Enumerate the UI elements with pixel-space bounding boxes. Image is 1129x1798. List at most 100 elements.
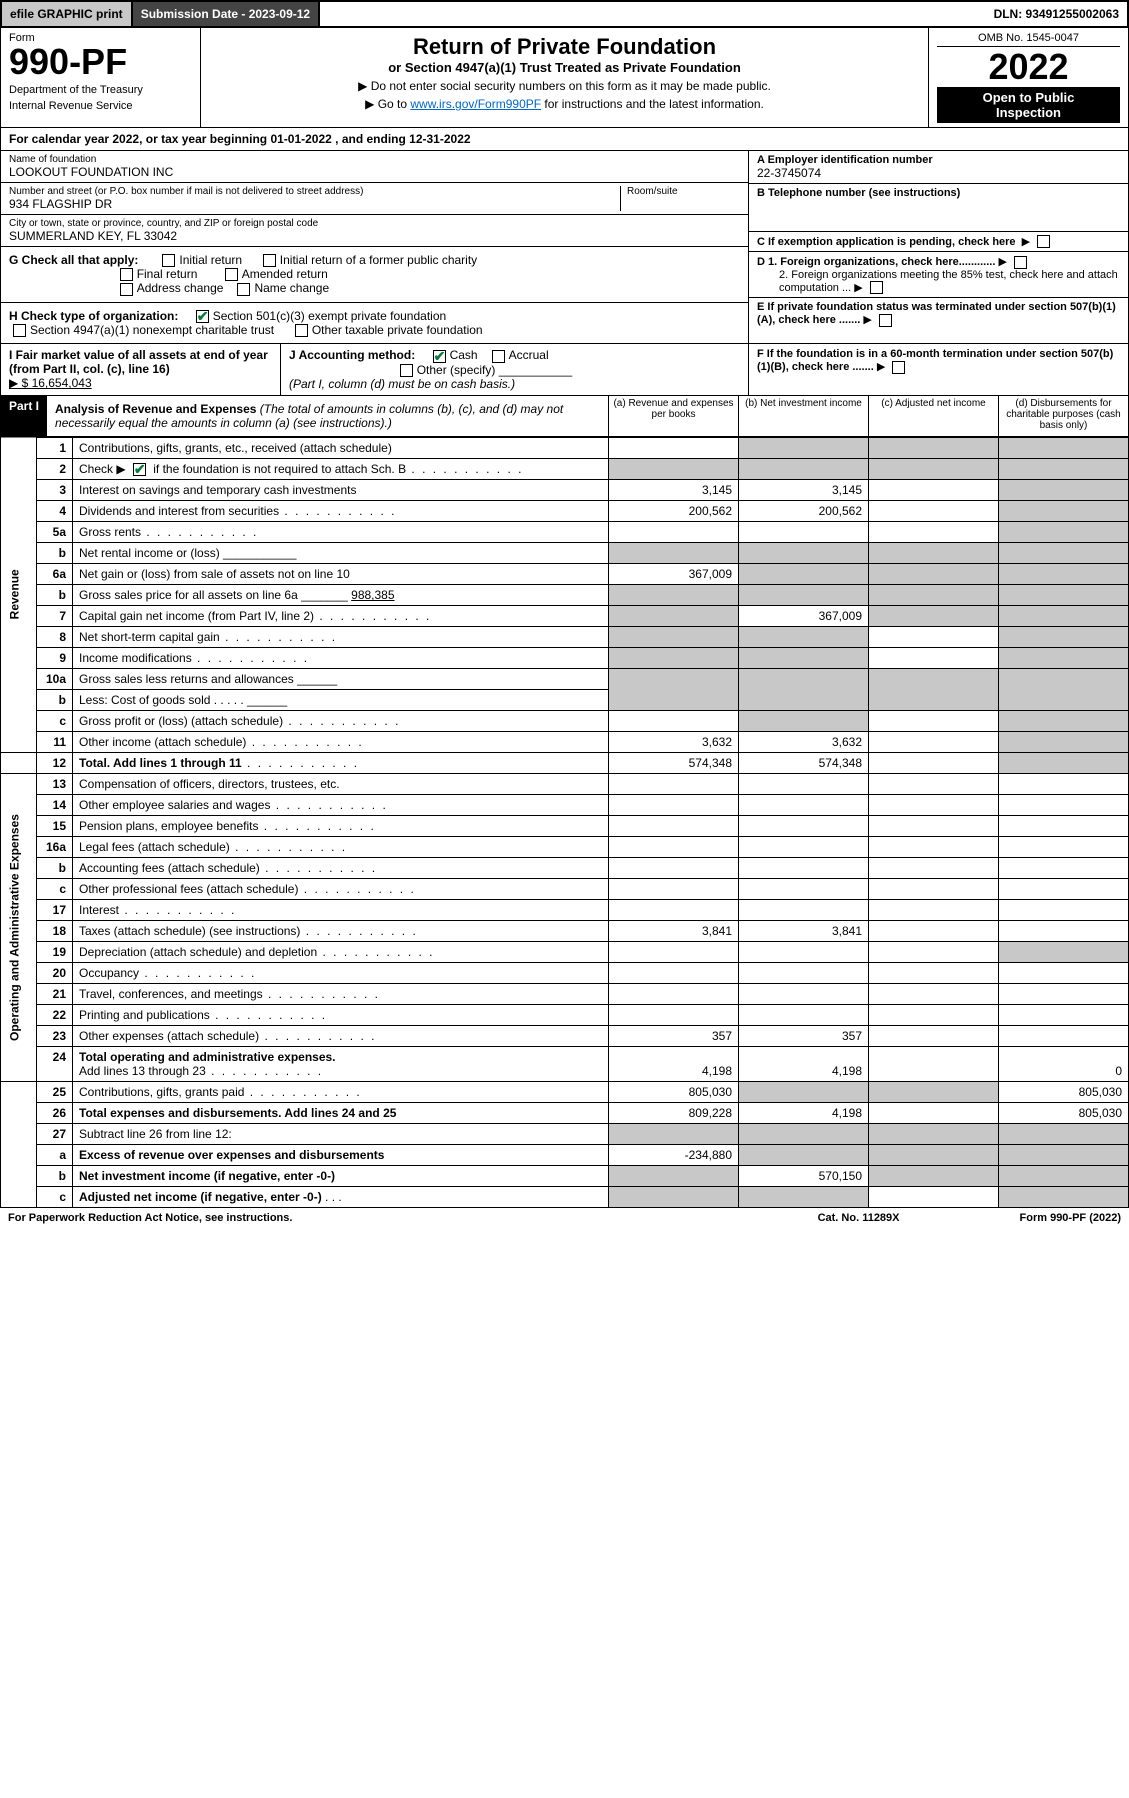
address-label: Number and street (or P.O. box number if… — [9, 186, 620, 197]
initial-former-checkbox[interactable] — [263, 254, 276, 267]
row-num: a — [37, 1145, 73, 1166]
r11-desc: Other income (attach schedule) — [79, 735, 246, 749]
row-num: 24 — [37, 1047, 73, 1082]
e-label: E If private foundation status was termi… — [757, 301, 1116, 326]
cell-c — [869, 942, 999, 963]
cell-b — [739, 627, 869, 648]
cell-c — [869, 458, 999, 479]
cell-d — [999, 458, 1129, 479]
name-change-checkbox[interactable] — [237, 283, 250, 296]
cell-b — [739, 543, 869, 564]
table-row: 9 Income modifications — [1, 648, 1129, 669]
cell-a — [609, 522, 739, 543]
cell-c — [869, 1124, 999, 1145]
cell-a — [609, 1005, 739, 1026]
final-return-checkbox[interactable] — [120, 268, 133, 281]
other-method-checkbox[interactable] — [400, 364, 413, 377]
opt-initial: Initial return — [179, 253, 242, 267]
e-checkbox[interactable] — [879, 314, 892, 327]
cell-d — [999, 606, 1129, 627]
row-num: 13 — [37, 774, 73, 795]
row-num: 1 — [37, 437, 73, 458]
row-num: 18 — [37, 921, 73, 942]
goto-note: ▶ Go to www.irs.gov/Form990PF for instru… — [209, 97, 920, 111]
row-desc: Travel, conferences, and meetings — [73, 984, 609, 1005]
row-desc: Adjusted net income (if negative, enter … — [73, 1187, 609, 1208]
cell-c — [869, 795, 999, 816]
cell-a: -234,880 — [609, 1145, 739, 1166]
cell-b — [739, 711, 869, 732]
d1-checkbox[interactable] — [1014, 256, 1027, 269]
cell-d — [999, 1166, 1129, 1187]
f-checkbox[interactable] — [892, 361, 905, 374]
cell-c — [869, 1187, 999, 1208]
cell-c — [869, 501, 999, 522]
row-num: b — [37, 1166, 73, 1187]
r6b-val: 988,385 — [351, 588, 394, 602]
table-row: 20 Occupancy — [1, 963, 1129, 984]
cell-a — [609, 963, 739, 984]
row-num: c — [37, 711, 73, 732]
cell-b — [739, 879, 869, 900]
cell-b — [739, 1187, 869, 1208]
h-check-row: H Check type of organization: Section 50… — [1, 303, 748, 344]
table-row: a Excess of revenue over expenses and di… — [1, 1145, 1129, 1166]
row-desc: Gross sales price for all assets on line… — [73, 585, 609, 606]
cell-a: 200,562 — [609, 501, 739, 522]
initial-return-checkbox[interactable] — [162, 254, 175, 267]
cell-b: 357 — [739, 1026, 869, 1047]
irs-link[interactable]: www.irs.gov/Form990PF — [410, 97, 541, 111]
row-num: 10a — [37, 669, 73, 690]
d-cell: D 1. Foreign organizations, check here..… — [749, 252, 1128, 298]
row-desc: Other income (attach schedule) — [73, 732, 609, 753]
opt-final: Final return — [137, 267, 198, 281]
cell-d — [999, 480, 1129, 501]
accrual-checkbox[interactable] — [492, 350, 505, 363]
r26-desc: Total expenses and disbursements. Add li… — [79, 1106, 396, 1120]
r27b-desc: Net investment income (if negative, ente… — [79, 1169, 335, 1183]
row-desc: Dividends and interest from securities — [73, 501, 609, 522]
table-row: 8 Net short-term capital gain — [1, 627, 1129, 648]
schb-checkbox[interactable] — [133, 463, 146, 476]
top-bar: efile GRAPHIC print Submission Date - 20… — [0, 0, 1129, 28]
other-taxable-checkbox[interactable] — [295, 324, 308, 337]
efile-print-button[interactable]: efile GRAPHIC print — [2, 2, 133, 26]
4947a1-checkbox[interactable] — [13, 324, 26, 337]
row-desc: Total expenses and disbursements. Add li… — [73, 1103, 609, 1124]
opt-amended: Amended return — [242, 267, 328, 281]
cell-d — [999, 795, 1129, 816]
row-desc: Contributions, gifts, grants, etc., rece… — [73, 437, 609, 458]
address-value: 934 FLAGSHIP DR — [9, 197, 620, 211]
row-desc: Net short-term capital gain — [73, 627, 609, 648]
row-num: 9 — [37, 648, 73, 669]
cell-a — [609, 627, 739, 648]
r16b-desc: Accounting fees (attach schedule) — [79, 861, 260, 875]
form-title: Return of Private Foundation — [209, 34, 920, 60]
d2-checkbox[interactable] — [870, 281, 883, 294]
c-checkbox[interactable] — [1037, 235, 1050, 248]
row-desc: Net investment income (if negative, ente… — [73, 1166, 609, 1187]
address-change-checkbox[interactable] — [120, 283, 133, 296]
cell-c — [869, 1103, 999, 1124]
cell-d — [999, 711, 1129, 732]
row-desc: Capital gain net income (from Part IV, l… — [73, 606, 609, 627]
cell-a: 3,632 — [609, 732, 739, 753]
r23-desc: Other expenses (attach schedule) — [79, 1029, 259, 1043]
cell-a — [609, 795, 739, 816]
amended-return-checkbox[interactable] — [225, 268, 238, 281]
cell-b: 3,145 — [739, 480, 869, 501]
cell-c — [869, 585, 999, 606]
cash-checkbox[interactable] — [433, 350, 446, 363]
r2-pre: Check ▶ — [79, 462, 126, 476]
row-num: 8 — [37, 627, 73, 648]
cell-a — [609, 606, 739, 627]
r15-desc: Pension plans, employee benefits — [79, 819, 258, 833]
row-desc: Legal fees (attach schedule) — [73, 837, 609, 858]
cell-b — [739, 942, 869, 963]
table-row: c Adjusted net income (if negative, ente… — [1, 1187, 1129, 1208]
cell-d — [999, 900, 1129, 921]
cell-a — [609, 585, 739, 606]
cell-a — [609, 984, 739, 1005]
row-num: 22 — [37, 1005, 73, 1026]
501c3-checkbox[interactable] — [196, 310, 209, 323]
